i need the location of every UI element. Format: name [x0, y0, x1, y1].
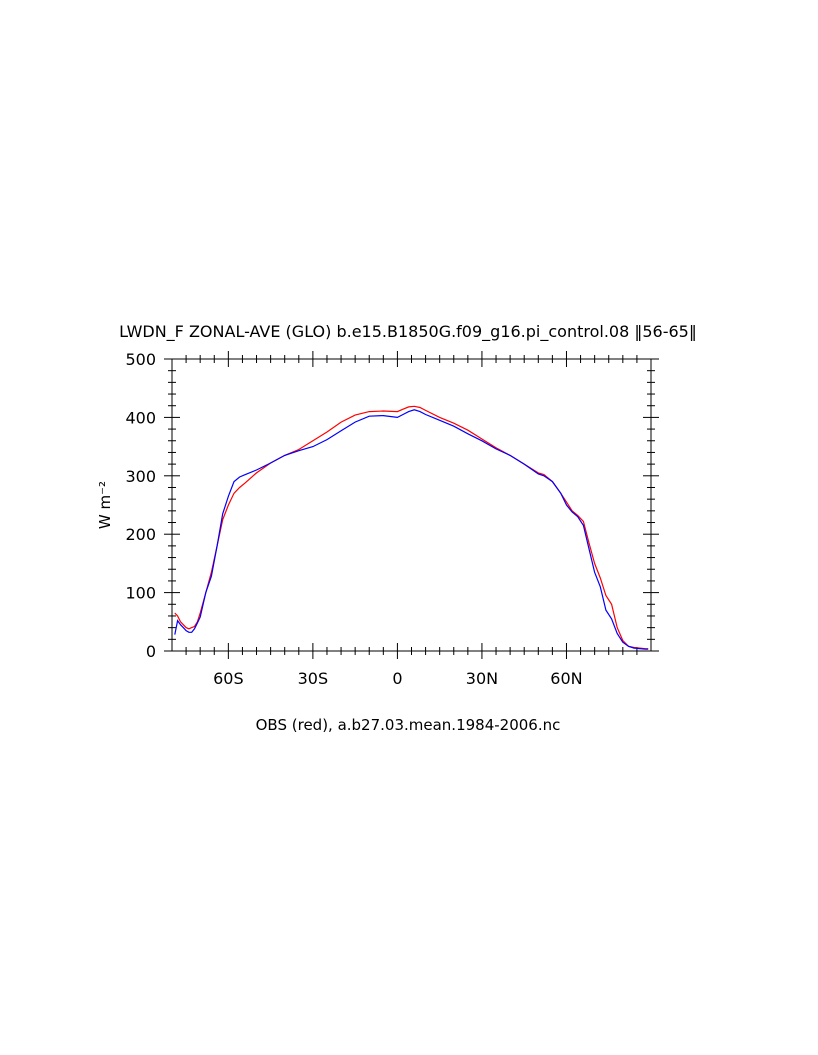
series-line-1 — [174, 409, 649, 650]
y-tick-label: 400 — [125, 408, 156, 427]
x-tick-label: 30N — [466, 669, 498, 688]
series-layer — [174, 405, 649, 650]
y-tick-label: 0 — [146, 642, 156, 661]
y-tick-label: 300 — [125, 467, 156, 486]
chart-title: LWDN_F ZONAL-AVE (GLO) b.e15.B1850G.f09_… — [119, 322, 697, 342]
x-axis: 60S 30S 0 30N 60N — [213, 351, 583, 688]
y-minor-ticks — [168, 370, 655, 640]
y-axis: 0 100 200 300 400 500 — [125, 350, 659, 661]
x-tick-label: 60S — [213, 669, 244, 688]
y-tick-label: 200 — [125, 525, 156, 544]
x-tick-label: 30S — [298, 669, 329, 688]
plot-frame — [171, 358, 652, 652]
x-axis-label: OBS (red), a.b27.03.mean.1984-2006.nc — [256, 716, 561, 734]
x-minor-ticks — [185, 355, 638, 655]
x-tick-label: 60N — [550, 669, 582, 688]
x-tick-label: 0 — [392, 669, 402, 688]
y-axis-label: W m⁻² — [96, 481, 114, 529]
series-line-0 — [174, 405, 649, 650]
y-tick-label: 500 — [125, 350, 156, 369]
y-tick-label: 100 — [125, 584, 156, 603]
